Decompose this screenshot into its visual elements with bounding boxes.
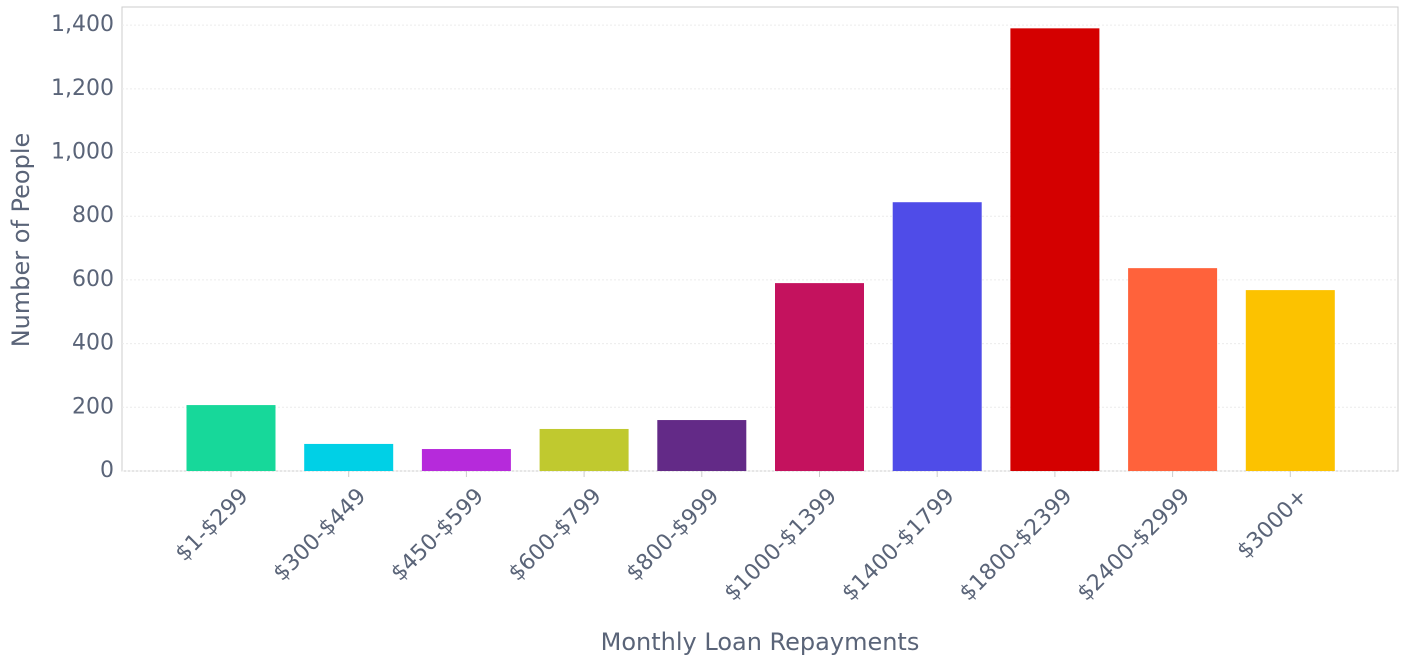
bar <box>539 428 629 471</box>
x-axis-title: Monthly Loan Repayments <box>601 628 920 656</box>
x-tick-label: $1400-$1799 <box>837 484 959 606</box>
y-tick-label: 200 <box>72 394 114 419</box>
bar <box>304 443 394 471</box>
x-tick-label: $2400-$2999 <box>1073 484 1195 606</box>
bar <box>1245 290 1335 471</box>
x-tick-label: $3000+ <box>1233 484 1313 564</box>
y-tick-label: 600 <box>72 267 114 292</box>
x-tick-label: $600-$799 <box>504 484 606 586</box>
y-tick-label: 1,200 <box>51 76 114 101</box>
bar <box>186 405 276 471</box>
bar <box>657 420 747 471</box>
y-axis-title: Number of People <box>7 133 35 348</box>
bar <box>421 449 511 471</box>
x-tick-label: $1000-$1399 <box>720 484 842 606</box>
y-tick-label: 0 <box>100 458 114 483</box>
x-tick-label: $800-$999 <box>622 484 724 586</box>
bar <box>892 202 982 471</box>
y-tick-label: 400 <box>72 331 114 356</box>
x-tick-label: $1800-$2399 <box>955 484 1077 606</box>
bar <box>1010 28 1100 471</box>
y-tick-label: 1,000 <box>51 140 114 165</box>
bar <box>775 283 864 471</box>
x-tick-label: $450-$599 <box>386 484 488 586</box>
x-tick-label: $1-$299 <box>171 484 254 567</box>
y-tick-label: 800 <box>72 203 114 228</box>
x-tick-label: $300-$449 <box>269 484 371 586</box>
bar <box>1128 268 1218 471</box>
y-tick-label: 1,400 <box>51 12 114 37</box>
